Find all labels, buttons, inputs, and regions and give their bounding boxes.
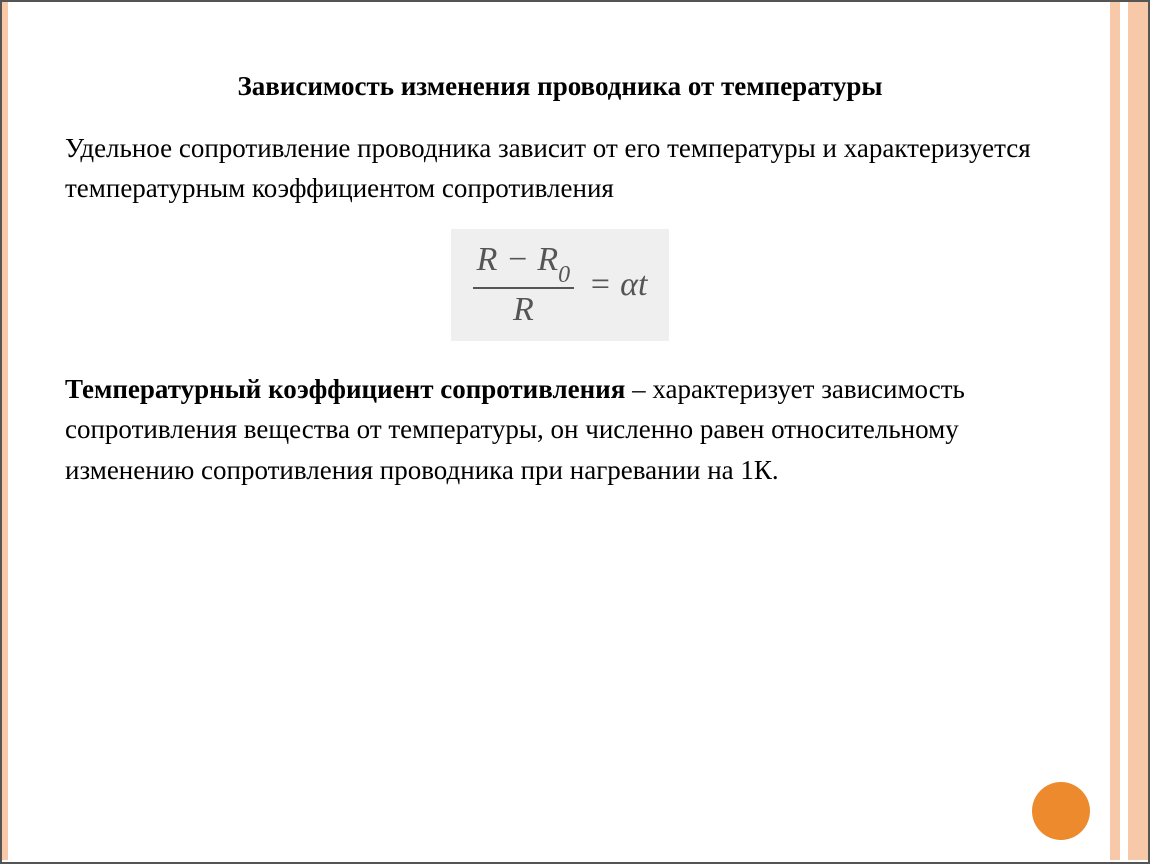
- formula-alpha: α: [620, 266, 638, 303]
- decorative-circle-icon: [1032, 782, 1090, 840]
- definition-dash: –: [625, 374, 652, 404]
- formula-numerator: R − R0: [473, 241, 575, 289]
- formula-R0: R: [537, 241, 558, 278]
- formula-container: R − R0 R = αt: [65, 229, 1055, 341]
- slide-title: Зависимость изменения проводника от темп…: [65, 68, 1055, 106]
- intro-text: Удельное сопротивление проводника зависи…: [65, 128, 1055, 209]
- formula-fraction: R − R0 R: [473, 241, 575, 329]
- right-accent-border-narrow: [1110, 2, 1120, 860]
- left-accent-border: [2, 2, 8, 860]
- formula-denominator: R: [473, 289, 575, 329]
- right-accent-border-wide: [1128, 2, 1148, 860]
- formula-R0-sub: 0: [558, 262, 570, 288]
- formula: R − R0 R = αt: [451, 229, 670, 341]
- formula-R1: R: [477, 241, 498, 278]
- formula-rhs: = αt: [589, 266, 648, 304]
- slide-content: Зависимость изменения проводника от темп…: [65, 68, 1055, 490]
- formula-t: t: [638, 266, 647, 303]
- formula-minus: −: [506, 241, 529, 278]
- formula-equals: =: [589, 266, 612, 303]
- definition-text: Температурный коэффициент сопротивления …: [65, 369, 1055, 491]
- definition-term: Температурный коэффициент сопротивления: [65, 374, 625, 404]
